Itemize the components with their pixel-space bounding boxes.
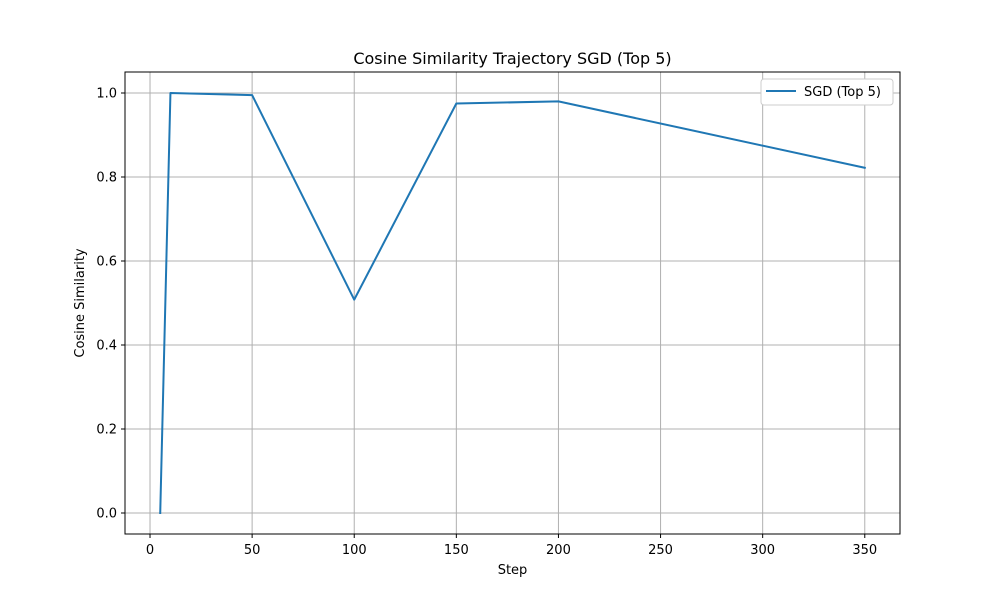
x-tick-label: 50 [244, 543, 261, 558]
x-tick-label: 0 [146, 543, 154, 558]
ticks-layer: 0 50 100 150 200 250 300 350 0.0 0.2 0.4 0.6 0.8 1.0 [96, 87, 877, 559]
legend-label-sgd-top5: SGD (Top 5) [804, 85, 881, 100]
y-axis-label: Cosine Similarity [73, 248, 88, 358]
x-tick-label: 100 [342, 543, 367, 558]
y-tick-label: 0.0 [96, 507, 117, 522]
y-tick-label: 0.8 [96, 171, 117, 186]
x-tick-label: 300 [750, 543, 775, 558]
chart-title: Cosine Similarity Trajectory SGD (Top 5) [353, 49, 671, 68]
plot-frame [124, 71, 901, 535]
y-tick-label: 0.6 [96, 255, 117, 270]
grid-layer [125, 72, 900, 534]
x-tick-label: 150 [444, 543, 469, 558]
x-axis-label: Step [498, 563, 528, 578]
x-tick-label: 250 [648, 543, 673, 558]
y-tick-label: 0.4 [96, 339, 117, 354]
x-tick-label: 350 [852, 543, 877, 558]
y-tick-label: 0.2 [96, 423, 117, 438]
legend: SGD (Top 5) [760, 78, 894, 106]
legend-box [760, 78, 894, 106]
series-layer [159, 92, 866, 515]
x-tick-label: 200 [546, 543, 571, 558]
series-line-sgd-top5 [159, 92, 866, 515]
y-tick-label: 1.0 [96, 87, 117, 102]
